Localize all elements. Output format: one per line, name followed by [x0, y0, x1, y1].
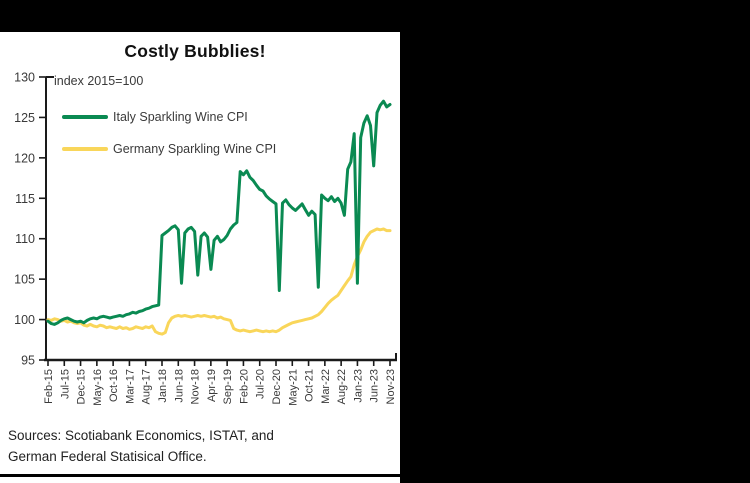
- svg-text:115: 115: [15, 192, 35, 206]
- axis-unit-note: index 2015=100: [54, 74, 144, 88]
- svg-text:105: 105: [14, 273, 35, 287]
- svg-text:Jun-23: Jun-23: [369, 369, 381, 403]
- legend-item-germany: Germany Sparkling Wine CPI: [62, 142, 276, 156]
- legend-label-germany: Germany Sparkling Wine CPI: [113, 142, 277, 156]
- svg-text:Jul-15: Jul-15: [59, 369, 71, 399]
- svg-text:Jan-23: Jan-23: [352, 369, 364, 403]
- chart-card: Costly Bubblies! 130 125 120 115 110 105 100 95…: [0, 32, 400, 474]
- chart-title: Costly Bubblies!: [124, 41, 266, 61]
- svg-text:Mar-22: Mar-22: [320, 369, 332, 404]
- next-card-edge: [0, 477, 400, 483]
- svg-text:95: 95: [21, 354, 35, 368]
- svg-text:120: 120: [14, 151, 35, 165]
- svg-text:Apr-19: Apr-19: [206, 369, 218, 402]
- svg-text:Jul-20: Jul-20: [255, 369, 267, 399]
- svg-text:Oct-16: Oct-16: [108, 369, 120, 402]
- svg-text:Aug-22: Aug-22: [336, 369, 348, 404]
- svg-text:100: 100: [14, 313, 35, 327]
- germany-line-swatch: [62, 147, 108, 151]
- svg-text:Dec-20: Dec-20: [271, 369, 283, 404]
- svg-text:Sep-19: Sep-19: [222, 369, 234, 404]
- legend-item-italy: Italy Sparkling Wine CPI: [62, 110, 248, 124]
- source-attribution: Sources: Scotiabank Economics, ISTAT, an…: [8, 425, 388, 467]
- chart-canvas: 130 125 120 115 110 105 100 95 Feb-15 Jul-15 Dec-1…: [14, 70, 397, 406]
- svg-text:May-16: May-16: [92, 369, 104, 406]
- card-bottom-border: [0, 474, 400, 477]
- svg-text:Jan-18: Jan-18: [157, 369, 169, 403]
- svg-text:Feb-15: Feb-15: [43, 369, 55, 404]
- svg-text:125: 125: [14, 111, 35, 125]
- svg-text:Oct-21: Oct-21: [304, 369, 316, 402]
- legend-label-italy: Italy Sparkling Wine CPI: [113, 110, 248, 124]
- svg-text:Nov-18: Nov-18: [190, 369, 202, 404]
- svg-text:110: 110: [15, 232, 35, 246]
- svg-text:130: 130: [14, 70, 35, 84]
- italy-line-swatch: [62, 115, 108, 119]
- svg-text:Aug-17: Aug-17: [141, 369, 153, 404]
- svg-text:Jun-18: Jun-18: [173, 369, 185, 403]
- source-line-1: Sources: Scotiabank Economics, ISTAT, an…: [8, 428, 274, 443]
- svg-text:Nov-23: Nov-23: [385, 369, 397, 404]
- source-line-2: German Federal Statisical Office.: [8, 449, 207, 464]
- svg-text:Feb-20: Feb-20: [238, 369, 250, 404]
- svg-text:Dec-15: Dec-15: [76, 369, 88, 404]
- svg-text:Mar-17: Mar-17: [124, 369, 136, 404]
- svg-text:May-21: May-21: [287, 369, 299, 406]
